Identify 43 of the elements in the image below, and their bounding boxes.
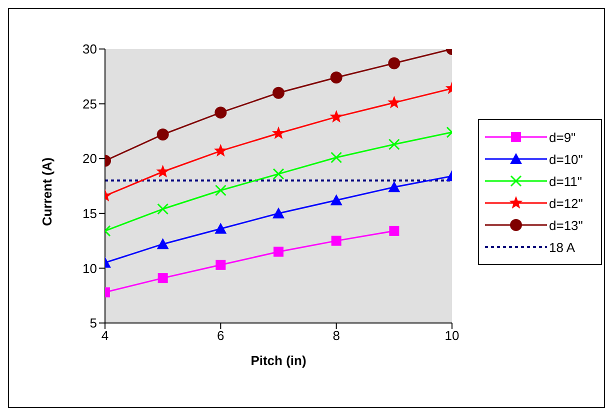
point [156,164,170,178]
legend-label: d=9" [549,130,576,144]
point [214,184,226,196]
point [214,222,227,234]
y-tick-label: 25 [82,96,97,112]
point [272,168,284,180]
point [158,273,168,284]
y-tick-label: 5 [90,316,97,331]
point [388,181,400,192]
legend-label: d=10" [549,152,583,166]
y-tick-label: 30 [82,42,97,57]
point [388,96,401,108]
legend-label: 18 A [549,240,576,254]
point [330,152,342,164]
x-tick-label: 10 [444,328,460,344]
point [272,86,284,99]
point [330,194,342,206]
x-tick-label: 8 [332,328,340,344]
point [216,260,226,270]
y-tick-label: 15 [82,206,97,222]
point [157,203,169,215]
point [156,238,169,250]
y-tick-label: 20 [82,151,97,166]
point [388,138,400,150]
point [330,71,342,84]
y-tick-label: 10 [82,260,97,276]
x-axis-title: Pitch (in) [250,353,306,368]
legend-label: d=12" [549,196,583,210]
point [214,144,228,157]
point [331,236,342,246]
x-tick-label: 4 [101,328,109,344]
point [388,57,400,70]
point [274,246,284,257]
point [156,128,169,140]
legend-label: d=11" [549,174,582,188]
y-axis-title: Current (A) [40,157,55,226]
point [330,110,343,123]
point [272,126,286,140]
legend-label: d=13" [549,218,583,232]
point [389,226,400,236]
x-tick-label: 6 [217,328,224,344]
point [272,207,284,218]
point [214,106,227,119]
